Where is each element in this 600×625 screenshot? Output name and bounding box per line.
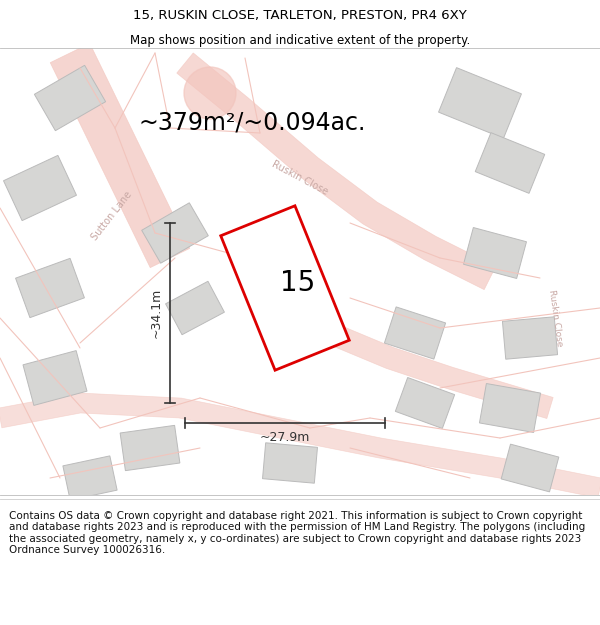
Text: Sutton Lane: Sutton Lane — [90, 189, 134, 242]
Polygon shape — [501, 444, 559, 492]
Polygon shape — [395, 378, 455, 429]
Polygon shape — [4, 156, 76, 221]
Polygon shape — [385, 307, 446, 359]
Polygon shape — [479, 384, 541, 432]
Polygon shape — [475, 132, 545, 193]
Polygon shape — [326, 323, 553, 419]
Circle shape — [184, 67, 236, 119]
Polygon shape — [142, 202, 208, 263]
Polygon shape — [502, 317, 557, 359]
Polygon shape — [166, 281, 224, 335]
Polygon shape — [177, 53, 496, 289]
Text: Map shows position and indicative extent of the property.: Map shows position and indicative extent… — [130, 34, 470, 47]
Polygon shape — [50, 43, 190, 268]
Polygon shape — [263, 442, 317, 483]
Text: ~379m²/~0.094ac.: ~379m²/~0.094ac. — [139, 111, 365, 135]
Polygon shape — [63, 456, 117, 500]
Text: 15: 15 — [280, 269, 316, 297]
Text: Contains OS data © Crown copyright and database right 2021. This information is : Contains OS data © Crown copyright and d… — [9, 511, 585, 556]
Polygon shape — [0, 393, 600, 498]
Text: Ruskin Close: Ruskin Close — [547, 289, 563, 347]
Polygon shape — [221, 206, 349, 370]
Text: 15, RUSKIN CLOSE, TARLETON, PRESTON, PR4 6XY: 15, RUSKIN CLOSE, TARLETON, PRESTON, PR4… — [133, 9, 467, 22]
Text: ~27.9m: ~27.9m — [260, 431, 310, 444]
Polygon shape — [23, 351, 87, 406]
Polygon shape — [439, 68, 521, 138]
Polygon shape — [464, 228, 526, 279]
Polygon shape — [120, 426, 180, 471]
Text: ~34.1m: ~34.1m — [150, 288, 163, 338]
Polygon shape — [34, 66, 106, 131]
Text: Ruskin Close: Ruskin Close — [270, 159, 330, 197]
Polygon shape — [16, 258, 85, 318]
